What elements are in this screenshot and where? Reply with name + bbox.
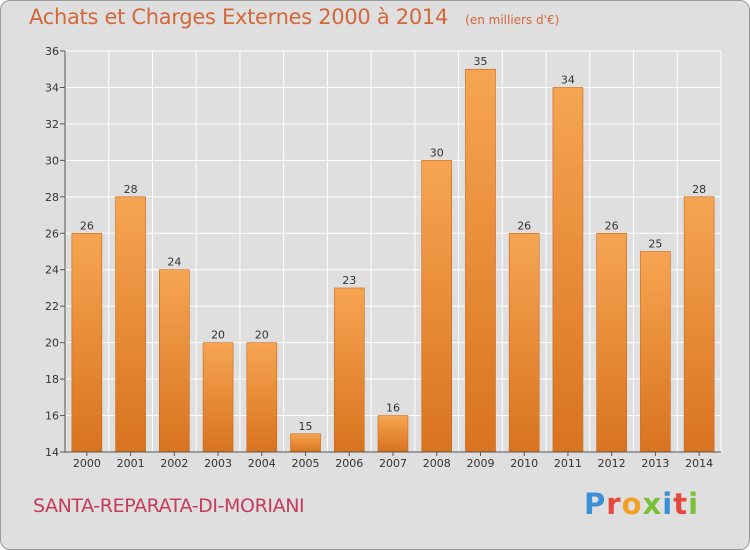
bar-layer: 26 28 24 20 20 15 23 16 30 35 26 34 26 25 28 <box>71 55 715 453</box>
bar-2011 <box>552 87 584 453</box>
axis-layer: 14 16 18 20 22 24 26 28 30 32 34 36 2000 2001 2002 2003… <box>45 45 721 470</box>
x-tick-label-2009: 2009 <box>466 457 494 470</box>
x-tick-label-2004: 2004 <box>248 457 276 470</box>
y-tick-label: 30 <box>45 154 59 167</box>
logo-letter: o <box>621 487 643 521</box>
proxiti-logo[interactable]: Proxiti <box>584 487 699 521</box>
x-tick-label-2008: 2008 <box>423 457 451 470</box>
bar-2003 <box>202 342 234 453</box>
x-tick-label-2012: 2012 <box>598 457 626 470</box>
y-tick-label: 34 <box>45 81 59 94</box>
x-tick-label-2013: 2013 <box>641 457 669 470</box>
value-label-2012: 26 <box>605 219 619 232</box>
bar-2004 <box>246 342 278 453</box>
bar-2001 <box>115 196 146 453</box>
logo-letter: x <box>642 487 663 521</box>
x-tick-label-2007: 2007 <box>379 457 407 470</box>
value-label-2000: 26 <box>80 219 94 232</box>
value-label-2003: 20 <box>211 329 225 342</box>
value-label-2001: 28 <box>124 183 138 196</box>
bar-2013 <box>640 251 671 453</box>
bar-2014 <box>683 196 715 453</box>
logo-letter: r <box>606 487 622 521</box>
title-row: Achats et Charges Externes 2000 à 2014 (… <box>29 5 559 29</box>
bar-2007 <box>377 415 409 453</box>
bar-2008 <box>421 160 453 453</box>
value-label-2010: 26 <box>517 219 531 232</box>
value-label-2014: 28 <box>692 183 706 196</box>
y-tick-label: 32 <box>45 118 59 131</box>
y-tick-label: 28 <box>45 191 59 204</box>
x-tick-label-2006: 2006 <box>335 457 363 470</box>
x-tick-label-2005: 2005 <box>292 457 320 470</box>
value-label-2002: 24 <box>167 256 181 269</box>
bar-2000 <box>71 232 103 453</box>
y-tick-label: 18 <box>45 373 59 386</box>
value-label-2005: 15 <box>299 420 313 433</box>
value-label-2006: 23 <box>342 274 356 287</box>
value-label-2013: 25 <box>648 238 662 251</box>
logo-letter: i <box>688 487 700 521</box>
y-tick-label: 24 <box>45 264 59 277</box>
y-tick-label: 26 <box>45 227 59 240</box>
y-tick-label: 16 <box>45 410 59 423</box>
x-tick-label-2002: 2002 <box>160 457 188 470</box>
value-label-2004: 20 <box>255 329 269 342</box>
value-label-2007: 16 <box>386 402 400 415</box>
bar-2009 <box>465 68 496 453</box>
bar-2006 <box>333 287 365 453</box>
bar-2012 <box>596 232 627 453</box>
bar-2010 <box>508 232 540 453</box>
commune-name: SANTA-REPARATA-DI-MORIANI <box>33 495 305 517</box>
y-tick-label: 14 <box>45 446 59 459</box>
x-tick-label-2000: 2000 <box>73 457 101 470</box>
logo-letter: t <box>673 487 689 521</box>
y-tick-label: 20 <box>45 337 59 350</box>
chart-title: Achats et Charges Externes 2000 à 2014 <box>29 5 449 29</box>
logo-letter: P <box>584 487 607 521</box>
bar-2005 <box>290 433 321 453</box>
x-tick-label-2001: 2001 <box>117 457 145 470</box>
logo-letter: i <box>662 487 674 521</box>
bar-2002 <box>159 269 190 453</box>
value-label-2011: 34 <box>561 73 575 86</box>
x-tick-label-2011: 2011 <box>554 457 582 470</box>
x-tick-label-2014: 2014 <box>685 457 713 470</box>
value-label-2009: 35 <box>473 55 487 68</box>
chart-unit: (en milliers d'€) <box>465 13 560 27</box>
value-label-2008: 30 <box>430 146 444 159</box>
x-tick-label-2003: 2003 <box>204 457 232 470</box>
y-tick-label: 36 <box>45 45 59 58</box>
x-tick-label-2010: 2010 <box>510 457 538 470</box>
y-tick-label: 22 <box>45 300 59 313</box>
